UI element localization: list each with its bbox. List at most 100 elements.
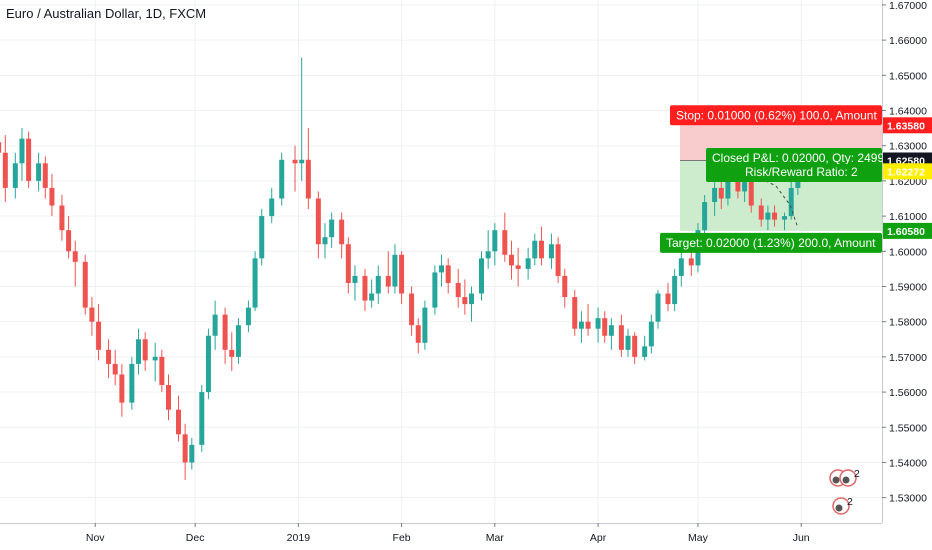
candle-body [772,212,778,220]
y-tick-label: 1.53000 [889,493,927,505]
y-tick-label: 1.66000 [889,35,927,47]
closed-pnl-label: Closed P&L: 0.02000, Qty: 2499 [712,151,884,165]
candle-body [329,219,335,238]
candle-body [182,434,188,463]
candle-body [66,230,72,252]
candle-body [292,159,298,164]
candle-body [655,293,661,322]
time-axis-bg [0,523,932,550]
x-tick-label: Feb [393,532,411,544]
price-axis[interactable]: 1.670001.660001.650001.640001.630001.620… [882,0,932,550]
candle-body [422,307,428,343]
candle-body [112,363,118,375]
stop-label-bg [670,105,882,126]
event-c-count: 2 [847,496,853,508]
candle-body [259,216,265,259]
candle-body [339,219,345,245]
event-b-flag-icon [842,476,850,484]
candle-body [252,258,258,308]
candle-body [89,307,95,322]
candle-body [702,202,708,231]
candle-body [36,163,42,181]
candle-body [49,187,55,206]
x-tick-label: Dec [186,532,205,544]
candle-body [485,251,491,259]
candle-body [455,282,461,298]
price-badge-text-stop: 1.63580 [887,120,925,132]
candle-body [555,244,561,276]
candle-body [72,251,78,262]
candle-body [735,173,741,192]
candle-body [165,385,171,410]
candle-body [409,293,415,326]
candle-body [392,254,398,287]
closed-pnl-label-bg [706,148,882,168]
candle-body [362,275,368,301]
candle-body [578,321,584,329]
candle-body [345,244,351,283]
candle-body [632,335,638,357]
candle-body [515,265,521,269]
price-badge-text-current: 1.62272 [887,166,925,178]
candle-body [142,339,148,361]
candle-body [136,339,142,364]
candle-body [279,159,285,199]
candle-body [618,325,624,350]
x-tick-label: 2019 [287,532,311,544]
candle-body [205,335,211,393]
candle-body [399,254,405,294]
candle-body [665,293,671,305]
candle-body [572,297,578,329]
candle-body [548,244,554,259]
risk-reward-label-bg [706,164,882,182]
candle-body [369,293,375,301]
x-tick-label: May [688,532,709,544]
candle-body [712,187,718,203]
price-badge-stop [883,117,932,134]
candle-body [0,142,2,153]
target-label-bg [660,232,882,253]
candle-body [2,152,8,188]
candle-body [385,275,391,287]
candle-body [159,356,165,386]
y-tick-label: 1.61000 [889,211,927,223]
risk-reward-label: Risk/Reward Ratio: 2 [745,165,858,179]
target-label: Target: 0.02000 (1.23%) 200.0, Amount [666,236,876,250]
candle-body [245,307,251,326]
candle-body [375,275,381,294]
candle-body [229,349,235,357]
candle-body [782,216,788,220]
grid [0,0,882,523]
x-tick-label: Apr [590,532,607,544]
event-b-count: 2 [854,468,860,480]
candle-body [502,230,508,255]
y-tick-label: 1.63000 [889,141,927,153]
candle-body [462,297,468,305]
time-axis[interactable]: Nov Dec 2019 Feb Mar Apr May Jun [0,523,932,550]
candle-body [742,180,748,192]
candle-body [175,409,181,435]
candle-body [439,265,445,273]
events[interactable]: 222 [829,468,860,515]
x-tick-label: Jun [793,532,810,544]
candle-body [525,258,531,269]
candle-body [648,321,654,347]
event-c-flag-icon [835,504,843,512]
y-tick-label: 1.58000 [889,317,927,329]
candle-body [152,356,158,361]
candle-body [788,187,794,217]
candle-body [758,205,764,220]
y-tick-label: 1.55000 [889,422,927,434]
candle-body [352,275,358,283]
chart-title: Euro / Australian Dollar, 1D, FXCM [6,6,207,21]
candle-body [212,314,218,336]
price-axis-bg [882,0,932,550]
price-badge-text-target: 1.60580 [887,226,925,238]
candle-body [725,173,731,199]
candle-body [199,392,205,445]
candle-body [322,237,328,245]
candle-body [642,346,648,357]
y-tick-label: 1.59000 [889,281,927,293]
